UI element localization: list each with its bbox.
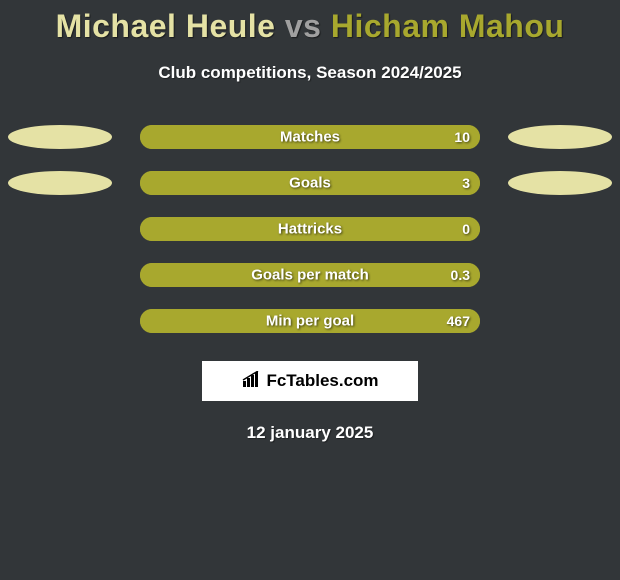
stat-value: 3: [462, 175, 470, 191]
stat-row: Min per goal 467: [0, 309, 620, 333]
player1-ellipse: [8, 171, 112, 195]
vs-separator: vs: [285, 8, 322, 44]
stat-value: 0: [462, 221, 470, 237]
stat-row: Goals per match 0.3: [0, 263, 620, 287]
barchart-icon: [241, 371, 263, 392]
stat-bar: Min per goal 467: [140, 309, 480, 333]
stat-value: 0.3: [451, 267, 470, 283]
stats-area: Matches 10 Goals 3 Hattricks 0 Goals per match…: [0, 125, 620, 333]
date-label: 12 january 2025: [0, 423, 620, 443]
stat-bar: Hattricks 0: [140, 217, 480, 241]
player1-name: Michael Heule: [56, 8, 276, 44]
stat-label: Goals per match: [251, 267, 369, 284]
player2-name: Hicham Mahou: [331, 8, 565, 44]
logo-box[interactable]: FcTables.com: [202, 361, 418, 401]
player2-ellipse: [508, 171, 612, 195]
stat-label: Goals: [289, 175, 331, 192]
comparison-card: Michael Heule vs Hicham Mahou Club compe…: [0, 0, 620, 443]
player1-ellipse: [8, 125, 112, 149]
stat-label: Matches: [280, 129, 340, 146]
stat-bar: Goals 3: [140, 171, 480, 195]
stat-row: Hattricks 0: [0, 217, 620, 241]
stat-value: 10: [454, 129, 470, 145]
stat-label: Hattricks: [278, 221, 342, 238]
player2-ellipse: [508, 125, 612, 149]
stat-bar: Goals per match 0.3: [140, 263, 480, 287]
logo-text: FcTables.com: [241, 371, 378, 392]
stat-value: 467: [447, 313, 470, 329]
logo-label: FcTables.com: [266, 371, 378, 391]
stat-label: Min per goal: [266, 313, 354, 330]
subtitle: Club competitions, Season 2024/2025: [0, 63, 620, 83]
stat-bar: Matches 10: [140, 125, 480, 149]
stat-row: Matches 10: [0, 125, 620, 149]
comparison-title: Michael Heule vs Hicham Mahou: [0, 8, 620, 45]
stat-row: Goals 3: [0, 171, 620, 195]
